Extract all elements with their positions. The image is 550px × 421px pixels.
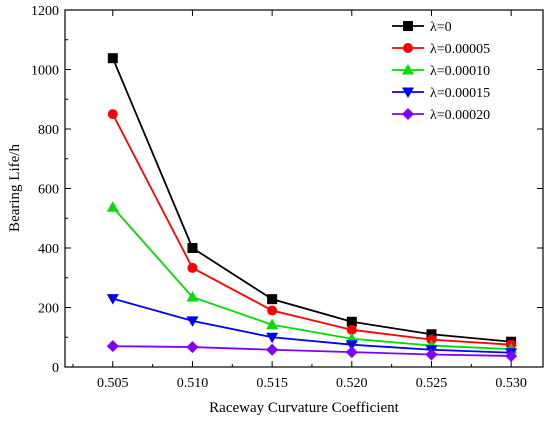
data-point-1-2: [267, 305, 278, 316]
data-point-0-1: [187, 243, 198, 253]
series-3: [106, 294, 518, 359]
y-tick-label: 1200: [31, 4, 59, 19]
data-point-3-1: [186, 316, 199, 327]
y-axis: 0 200 400 600 800 1000 1200: [31, 4, 543, 376]
y-tick-label: 600: [38, 183, 59, 198]
series-layer: [106, 53, 518, 362]
legend-label-2: λ=0.00010: [430, 64, 490, 79]
data-point-4-1: [186, 341, 199, 354]
data-point-2-1: [186, 291, 199, 302]
data-point-0-3: [346, 316, 357, 327]
series-4: [106, 340, 518, 362]
data-point-4-4: [425, 348, 438, 361]
data-point-1-0: [107, 109, 118, 120]
data-point-1-1: [187, 262, 198, 273]
legend-marker-0: [403, 21, 413, 31]
legend-label-0: λ=0: [430, 20, 452, 35]
y-axis-title: Bearing Life/h: [7, 144, 23, 232]
y-tick-label: 0: [52, 361, 59, 376]
data-point-3-0: [106, 294, 119, 305]
x-tick-label: 0.510: [177, 376, 209, 391]
x-axis: 0.505 0.510 0.515 0.520 0.525 0.530: [72, 10, 527, 391]
y-tick-label: 400: [38, 242, 59, 257]
x-tick-label: 0.525: [416, 376, 448, 391]
series-2: [106, 201, 518, 354]
x-tick-label: 0.515: [256, 376, 288, 391]
legend-marker-4: [402, 108, 414, 120]
legend-marker-3: [402, 87, 414, 98]
data-point-4-2: [266, 343, 279, 356]
data-point-2-2: [266, 318, 279, 330]
data-point-0-2: [267, 294, 278, 305]
data-point-0-0: [107, 53, 118, 64]
y-tick-label: 200: [38, 302, 59, 317]
legend-label-1: λ=0.00005: [430, 42, 490, 57]
data-point-0-4: [426, 329, 437, 340]
y-tick-label: 800: [38, 123, 59, 138]
data-point-3-2: [266, 332, 279, 344]
x-axis-title: Raceway Curvature Coefficient: [209, 400, 399, 416]
data-point-1-3: [346, 324, 357, 335]
series-line-2: [112, 206, 512, 351]
legend-label-3: λ=0.00015: [430, 86, 490, 101]
series-line-0: [111, 57, 512, 343]
data-point-4-0: [106, 340, 119, 353]
data-point-4-3: [345, 346, 358, 359]
series-line-3: [112, 297, 512, 354]
data-point-2-0: [106, 201, 119, 212]
legend-marker-2: [402, 64, 414, 75]
legend-label-4: λ=0.00020: [430, 108, 490, 123]
series-line-4: [112, 345, 512, 357]
x-tick-label: 0.530: [495, 376, 527, 391]
legend: λ=0 λ=0.00005 λ=0.00010 λ=0.00015 λ=0.00020: [392, 20, 490, 123]
x-tick-label: 0.520: [336, 376, 368, 391]
legend-marker-1: [403, 43, 413, 53]
data-point-4-5: [505, 349, 518, 362]
series-1: [107, 109, 517, 350]
series-line-1: [112, 113, 512, 346]
x-tick-label: 0.505: [97, 376, 129, 391]
data-point-3-3: [345, 340, 358, 351]
y-tick-label: 1000: [31, 64, 59, 79]
